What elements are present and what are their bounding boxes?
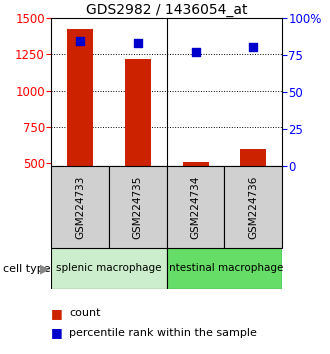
Text: GSM224736: GSM224736 — [248, 175, 258, 239]
Text: count: count — [69, 308, 101, 318]
Bar — [224, 166, 282, 248]
Bar — [167, 166, 224, 248]
Bar — [182, 162, 209, 166]
Text: ■: ■ — [51, 307, 63, 320]
Text: GSM224735: GSM224735 — [133, 175, 143, 239]
Text: splenic macrophage: splenic macrophage — [56, 263, 162, 273]
Text: cell type: cell type — [3, 264, 51, 274]
Text: percentile rank within the sample: percentile rank within the sample — [69, 328, 257, 338]
Point — [77, 39, 82, 44]
Bar — [240, 149, 266, 166]
Text: GSM224733: GSM224733 — [75, 175, 85, 239]
Bar — [67, 29, 93, 166]
Point — [193, 49, 198, 55]
Point — [251, 45, 256, 50]
Text: ▶: ▶ — [40, 263, 50, 275]
Bar — [109, 166, 167, 248]
Bar — [51, 248, 167, 289]
Text: intestinal macrophage: intestinal macrophage — [166, 263, 283, 273]
Point — [135, 40, 140, 46]
Bar — [167, 248, 282, 289]
Title: GDS2982 / 1436054_at: GDS2982 / 1436054_at — [86, 3, 248, 17]
Text: GSM224734: GSM224734 — [190, 175, 201, 239]
Bar — [125, 58, 151, 166]
Bar — [51, 166, 109, 248]
Text: ■: ■ — [51, 326, 63, 339]
